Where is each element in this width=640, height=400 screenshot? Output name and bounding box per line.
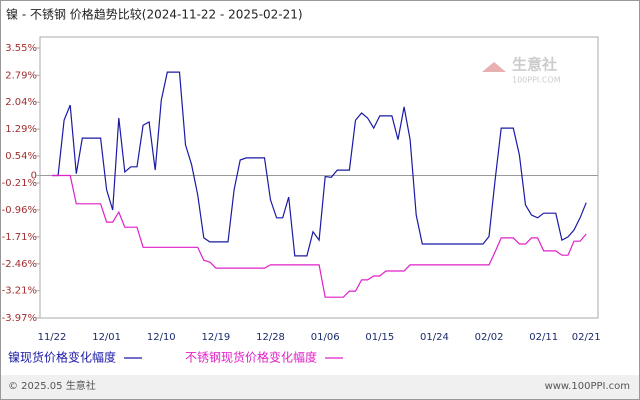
watermark-logo	[482, 62, 506, 72]
x-tick-label: 02/21	[572, 332, 601, 343]
footer-band	[1, 375, 639, 399]
chart-title: 镍 - 不锈钢 价格趋势比较(2024-11-22 - 2025-02-21)	[6, 7, 303, 22]
y-tick-label: -1.71%	[2, 232, 37, 243]
watermark-site: 100PPI.COM	[512, 76, 561, 85]
y-tick-label: 2.04%	[5, 97, 37, 108]
footer-right: www.100PPI.com	[545, 381, 630, 392]
y-tick-label: 0	[31, 170, 37, 181]
x-tick-label: 12/28	[256, 332, 285, 343]
series-line	[52, 174, 587, 298]
y-tick-label: 3.55%	[5, 43, 37, 54]
x-tick-label: 02/11	[529, 332, 558, 343]
watermark-name: 生意社	[512, 56, 557, 74]
x-tick-label: 01/24	[420, 332, 449, 343]
series-line	[52, 71, 587, 257]
x-tick-label: 11/22	[38, 332, 67, 343]
x-tick-label: 12/10	[147, 332, 176, 343]
y-tick-label: 2.79%	[5, 70, 37, 81]
x-tick-label: 12/01	[92, 332, 121, 343]
x-tick-label: 12/19	[201, 332, 230, 343]
y-tick-label: -0.21%	[2, 178, 37, 189]
y-tick-label: -0.96%	[2, 205, 37, 216]
y-tick-label: -3.97%	[2, 313, 37, 324]
legend-label: 不锈钢现货价格变化幅度	[185, 350, 317, 365]
x-tick-label: 01/06	[311, 332, 340, 343]
x-tick-label: 02/02	[475, 332, 504, 343]
legend-label: 镍现货价格变化幅度	[8, 350, 116, 365]
y-tick-label: -3.21%	[2, 286, 37, 297]
x-tick-label: 01/15	[365, 332, 394, 343]
y-tick-label: 1.29%	[5, 124, 37, 135]
y-tick-label: -2.46%	[2, 259, 37, 270]
footer-left: © 2025.05 生意社	[8, 379, 96, 392]
y-tick-label: 0.54%	[5, 151, 37, 162]
plot-frame	[39, 36, 599, 319]
